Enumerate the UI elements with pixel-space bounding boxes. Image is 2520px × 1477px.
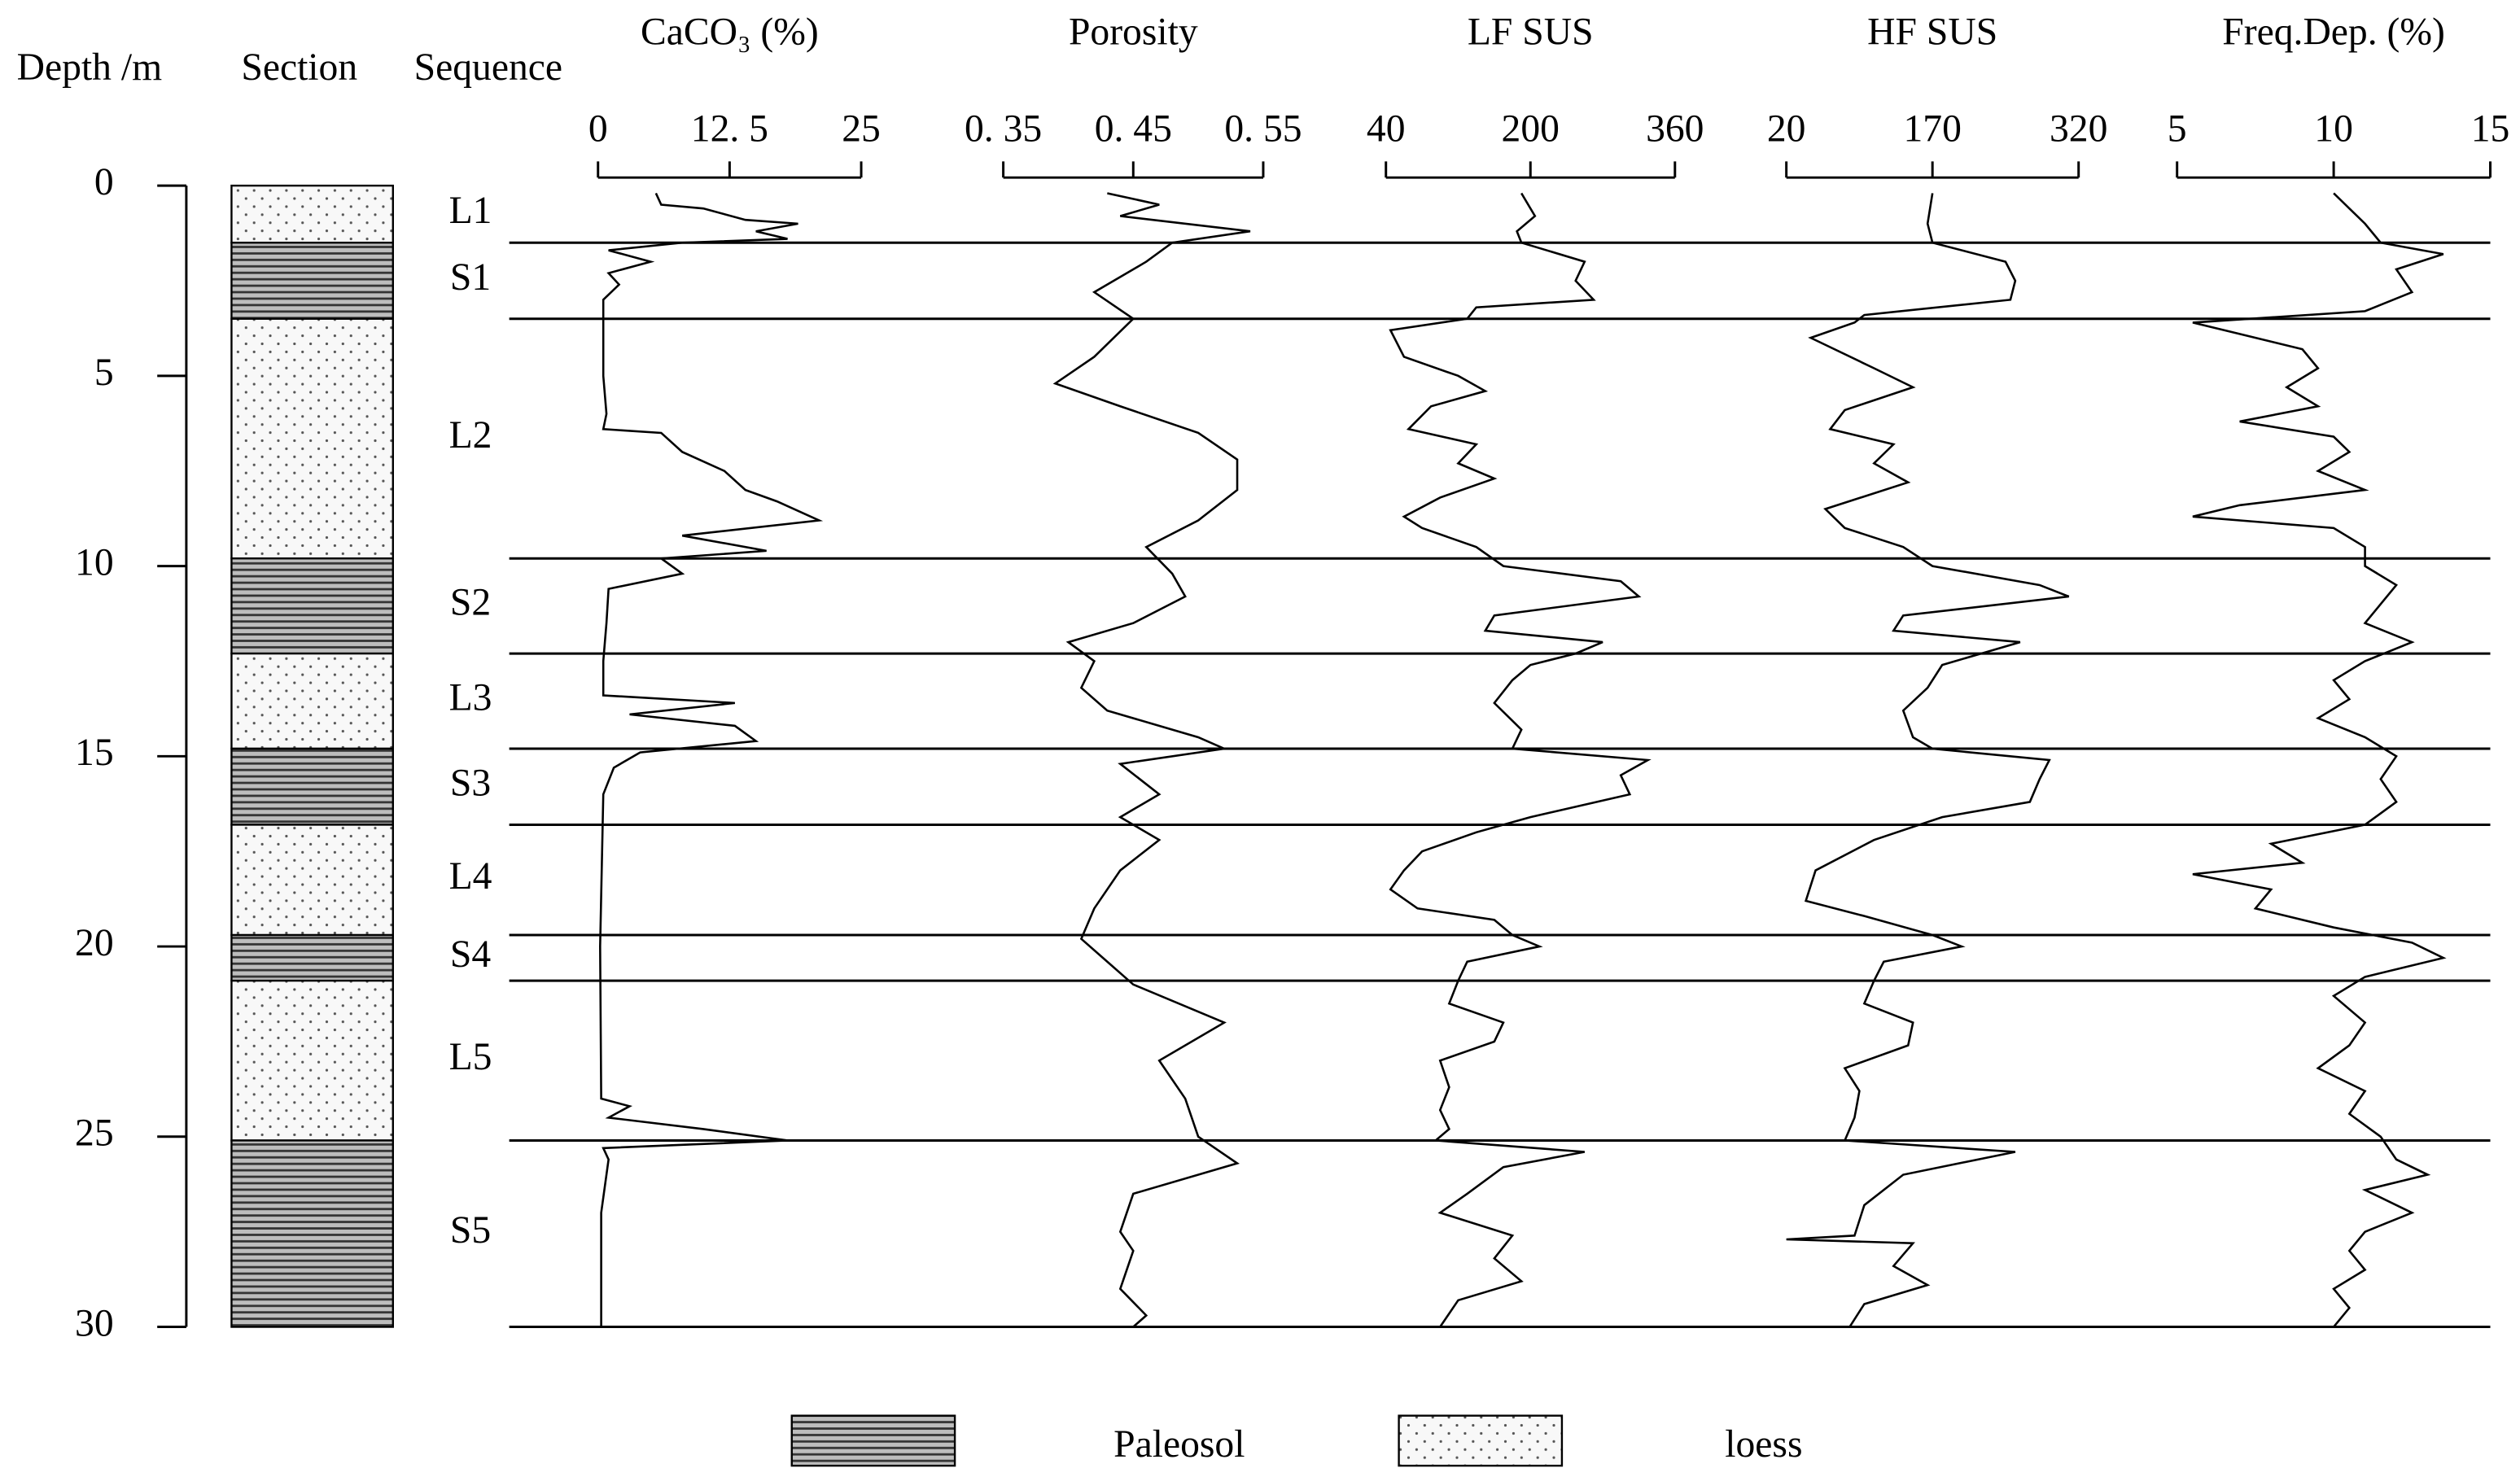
panel-title: Porosity [1069, 11, 1198, 54]
section-layer [230, 184, 394, 244]
x-tick-label: 20 [1767, 108, 1806, 151]
x-tick-label: 200 [1502, 108, 1560, 151]
section-layer [230, 317, 394, 560]
profile-line [599, 192, 824, 1327]
depth-tick-label: 20 [75, 922, 114, 964]
x-tick-label: 0. 55 [1224, 108, 1302, 151]
sequence-label: L1 [449, 190, 492, 232]
x-tick-label: 12. 5 [691, 108, 768, 151]
section-layer [230, 933, 394, 982]
sequence-label: S1 [450, 256, 491, 299]
depth-tick-label: 15 [75, 732, 114, 774]
panel-title: Freq.Dep. (%) [2222, 11, 2445, 54]
profile-line [1052, 192, 1251, 1328]
depth-tick-label: 10 [75, 542, 114, 584]
sequence-label: Sequence [414, 46, 562, 89]
x-tick-label: 5 [2168, 108, 2187, 151]
section-layer [230, 242, 394, 320]
section-layer [230, 747, 394, 826]
x-tick-label: 25 [842, 108, 881, 151]
sequence-label: S5 [450, 1209, 491, 1252]
sequence-label: L3 [449, 676, 492, 719]
legend-swatch [790, 1414, 956, 1467]
depth-tick-label: 25 [75, 1112, 114, 1155]
x-tick-label: 0. 45 [1095, 108, 1172, 151]
section-layer [230, 652, 394, 750]
x-tick-label: 0 [588, 108, 608, 151]
x-tick-label: 320 [2050, 108, 2107, 151]
depth-tick-label: 5 [94, 352, 114, 394]
profile-line [2192, 192, 2447, 1328]
panel-title: HF SUS [1867, 11, 1997, 54]
depth-tick-label: 0 [94, 161, 114, 203]
x-tick-label: 15 [2471, 108, 2510, 151]
section-layer [230, 1139, 394, 1328]
sequence-label: S3 [450, 763, 491, 805]
panel-title: CaCO₃ (%) [641, 11, 819, 54]
legend-label: Paleosol [1113, 1423, 1245, 1466]
x-tick-label: 0. 35 [965, 108, 1042, 151]
profile-line [1786, 193, 2070, 1328]
profile-line [1389, 192, 1652, 1328]
sequence-label: S4 [450, 933, 491, 976]
x-tick-label: 170 [1903, 108, 1961, 151]
x-tick-label: 40 [1367, 108, 1406, 151]
sequence-label: L4 [449, 855, 492, 898]
sequence-label: S2 [450, 582, 491, 624]
section-layer [230, 557, 394, 655]
x-tick-label: 360 [1646, 108, 1704, 151]
depth-tick-label: 30 [75, 1302, 114, 1344]
legend-swatch [1398, 1414, 1564, 1467]
panel-title: LF SUS [1468, 11, 1594, 54]
section-layer [230, 824, 394, 937]
x-tick-label: 10 [2314, 108, 2353, 151]
section-layer [230, 979, 394, 1142]
sequence-label: L5 [449, 1036, 492, 1078]
section-label: Section [241, 46, 357, 89]
depth-label: Depth /m [17, 46, 162, 89]
legend-label: loess [1725, 1423, 1802, 1466]
sequence-label: L2 [449, 414, 492, 457]
